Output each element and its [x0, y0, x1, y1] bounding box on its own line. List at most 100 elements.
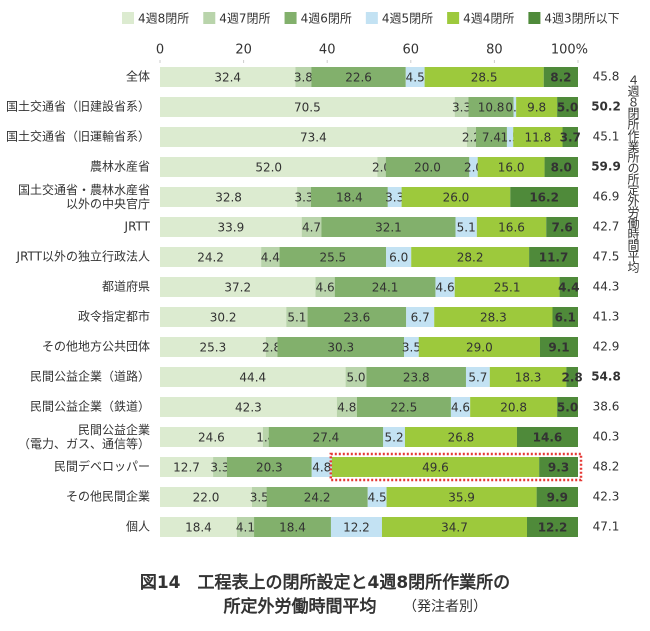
value-label: 4.5 [406, 71, 425, 85]
avg-hours-value: 38.6 [593, 400, 620, 414]
bar-segment [543, 67, 578, 87]
value-label: 14.6 [533, 431, 563, 445]
value-label: 28.3 [480, 311, 507, 325]
bar-segment [476, 217, 547, 237]
bar-segment [311, 67, 406, 87]
x-tick-label: 100% [551, 43, 588, 58]
avg-hours-value: 50.2 [591, 100, 621, 114]
value-label: 4.4 [558, 281, 579, 295]
value-label: 3.3 [294, 191, 313, 205]
bar-segment [418, 337, 540, 357]
bar-segment [411, 247, 530, 267]
bar-segment [435, 277, 455, 297]
highlight-box [329, 452, 583, 482]
x-tick-label: 0 [156, 43, 164, 58]
value-label: 52.0 [255, 161, 282, 175]
avg-hours-value: 48.2 [593, 460, 620, 474]
chart-title: 図14 工程表上の閉所設定と4週8閉所作業所の [140, 572, 510, 593]
legend-swatch [528, 12, 541, 24]
value-label: 6.7 [411, 311, 430, 325]
bar-segment [213, 457, 227, 477]
bar-segment [160, 67, 296, 87]
bar-segment [536, 487, 578, 507]
bar-segment [160, 277, 316, 297]
bar-segment [404, 427, 517, 447]
value-label: 30.3 [327, 341, 354, 355]
x-tick-label: 80 [486, 43, 503, 58]
value-label: 5.2 [385, 431, 404, 445]
bar-segment [310, 187, 388, 207]
bar-segment [506, 127, 514, 147]
category-label: 農林水産省 [90, 159, 150, 174]
bar-segment [406, 307, 435, 327]
value-label: 24.6 [198, 431, 225, 445]
value-label: 16.6 [498, 221, 525, 235]
avg-hours-value: 42.3 [593, 490, 620, 504]
bar-segment [405, 67, 425, 87]
value-label: 2.8 [262, 341, 281, 355]
bar-segment [262, 427, 269, 447]
value-label: 35.9 [448, 491, 475, 505]
category-label: その他民間企業 [66, 489, 150, 504]
value-label: 26.0 [443, 191, 470, 205]
bar-segment [160, 517, 237, 537]
category-label: 全体 [126, 69, 150, 84]
category-label: その他地方公共団体 [42, 339, 150, 354]
legend-label: 4週6閉所 [301, 12, 352, 26]
bar-segment [321, 217, 456, 237]
value-label: 3.7 [560, 131, 581, 145]
category-label: JRTT以外の独立行政法人 [16, 249, 150, 264]
value-label: 18.3 [515, 371, 542, 385]
bar-segment [160, 247, 262, 267]
value-label: 33.9 [217, 221, 244, 235]
bar-segment [266, 487, 368, 507]
value-label: 25.1 [494, 281, 521, 295]
value-label: 22.6 [345, 71, 372, 85]
bar-segment [455, 217, 477, 237]
bar-segment [160, 97, 455, 117]
value-label: 4.6 [436, 281, 455, 295]
bar-segment [434, 307, 553, 327]
value-label: 20.0 [414, 161, 441, 175]
bar-segment [469, 157, 478, 177]
value-label: 26.8 [448, 431, 475, 445]
avg-hours-value: 44.3 [593, 280, 620, 294]
category-label: 民間公益企業（電力、ガス、通信等） [18, 422, 150, 451]
value-label: 16.2 [529, 191, 559, 205]
category-label: 都道府県 [102, 279, 150, 294]
chart-subtitle: 所定外労働時間平均 [224, 596, 377, 617]
bar-segment [336, 397, 357, 417]
value-label: 5.1 [287, 311, 306, 325]
bar-segment [160, 157, 378, 177]
bar-segment [377, 157, 386, 177]
value-label: 6.0 [389, 251, 408, 265]
bar-segment [307, 307, 407, 327]
value-label: 4.7 [302, 221, 321, 235]
value-label: 30.2 [210, 311, 237, 325]
avg-hours-value: 59.9 [591, 160, 621, 174]
legend-label: 4週4閉所 [463, 12, 514, 26]
legend-label: 4週7閉所 [219, 12, 270, 26]
bar-segment [277, 337, 405, 357]
value-label: 23.6 [344, 311, 371, 325]
value-label: 34.7 [441, 521, 468, 535]
bar-segment [367, 487, 387, 507]
value-label: 70.5 [294, 101, 321, 115]
bar-segment [226, 457, 312, 477]
value-label: 12.2 [538, 521, 568, 535]
avg-hours-value: 42.9 [593, 340, 620, 354]
bar-segment [470, 397, 558, 417]
value-label: 28.5 [471, 71, 498, 85]
value-label: 12.2 [343, 521, 370, 535]
value-label: 4.1 [236, 521, 255, 535]
x-tick-label: 60 [403, 43, 420, 58]
legend-label: 4週5閉所 [382, 12, 433, 26]
bar-segment [513, 127, 563, 147]
value-label: 5.1 [457, 221, 476, 235]
bar-segment [279, 247, 387, 267]
x-tick-label: 40 [319, 43, 336, 58]
value-label: 49.6 [422, 461, 449, 475]
bar-segment [424, 67, 544, 87]
avg-hours-value: 45.1 [593, 130, 620, 144]
value-label: 20.3 [256, 461, 283, 475]
